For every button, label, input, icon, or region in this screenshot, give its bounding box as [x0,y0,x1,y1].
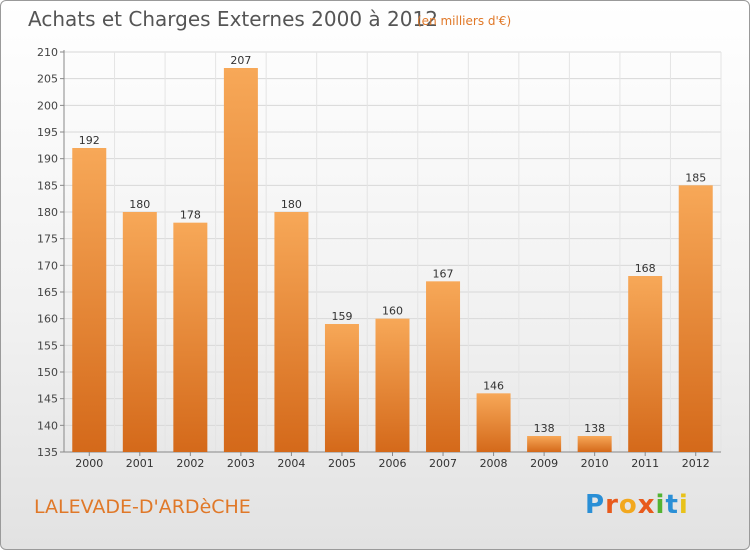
bar-2004[interactable] [274,212,309,452]
x-tick-label: 2006 [379,457,407,470]
y-tick-label: 210 [37,46,58,59]
chart-title: Achats et Charges Externes 2000 à 2012 [28,7,438,31]
bar-2007[interactable] [426,281,461,452]
bar-value-label: 159 [331,310,352,323]
bar-2008[interactable] [476,393,511,452]
logo-letter: i [655,490,666,520]
logo-letter: i [678,490,689,520]
bar-value-label: 138 [584,422,605,435]
chart-unit: (en milliers d'€) [417,14,512,28]
y-tick-label: 190 [37,153,58,166]
bar-value-label: 167 [433,267,454,280]
y-tick-label: 185 [37,179,58,192]
x-tick-label: 2007 [429,457,457,470]
y-tick-label: 140 [37,419,58,432]
logo-letter: x [637,490,656,520]
bar-value-label: 160 [382,305,403,318]
bar-value-label: 192 [79,134,100,147]
bar-2012[interactable] [678,185,713,453]
bar-value-label: 168 [635,262,656,275]
bar-value-label: 178 [180,209,201,222]
x-tick-label: 2000 [75,457,103,470]
bar-2003[interactable] [223,68,258,452]
x-tick-label: 2008 [480,457,508,470]
y-tick-label: 165 [37,286,58,299]
bar-value-label: 180 [129,198,150,211]
y-tick-label: 200 [37,99,58,112]
y-tick-label: 170 [37,259,58,272]
x-tick-label: 2001 [126,457,154,470]
y-tick-label: 175 [37,233,58,246]
bar-value-label: 146 [483,379,504,392]
bar-2000[interactable] [72,148,107,452]
bar-2010[interactable] [577,436,612,452]
y-tick-label: 155 [37,339,58,352]
x-tick-label: 2002 [176,457,204,470]
bars [72,68,713,453]
bar-value-label: 207 [230,54,251,67]
logo-letter: r [605,490,619,520]
x-tick-label: 2009 [530,457,558,470]
bar-2001[interactable] [122,212,157,452]
y-tick-label: 160 [37,313,58,326]
bar-2009[interactable] [527,436,562,452]
y-tick-label: 180 [37,206,58,219]
y-tick-label: 205 [37,73,58,86]
proxiti-logo[interactable]: Proxiti [585,490,689,520]
y-tick-label: 145 [37,393,58,406]
bar-2011[interactable] [628,276,663,452]
x-tick-label: 2012 [682,457,710,470]
x-tick-label: 2005 [328,457,356,470]
labels: 135 140 145 150 155 160 165 170 175 180 185 190 195 2… [37,46,710,470]
logo-letter: P [585,490,606,520]
bar-2005[interactable] [324,324,359,452]
x-tick-label: 2004 [277,457,305,470]
logo-letter: t [665,490,679,520]
bar-value-label: 138 [534,422,555,435]
y-tick-label: 195 [37,126,58,139]
bar-2002[interactable] [173,222,208,452]
x-tick-label: 2003 [227,457,255,470]
x-tick-label: 2010 [581,457,609,470]
bar-value-label: 180 [281,198,302,211]
logo-letter: o [618,490,638,520]
bar-value-label: 185 [685,171,706,184]
y-tick-label: 135 [37,446,58,459]
y-tick-label: 150 [37,366,58,379]
x-tick-label: 2011 [631,457,659,470]
place-name: LALEVADE-D'ARDèCHE [34,496,251,518]
bar-2006[interactable] [375,318,410,452]
